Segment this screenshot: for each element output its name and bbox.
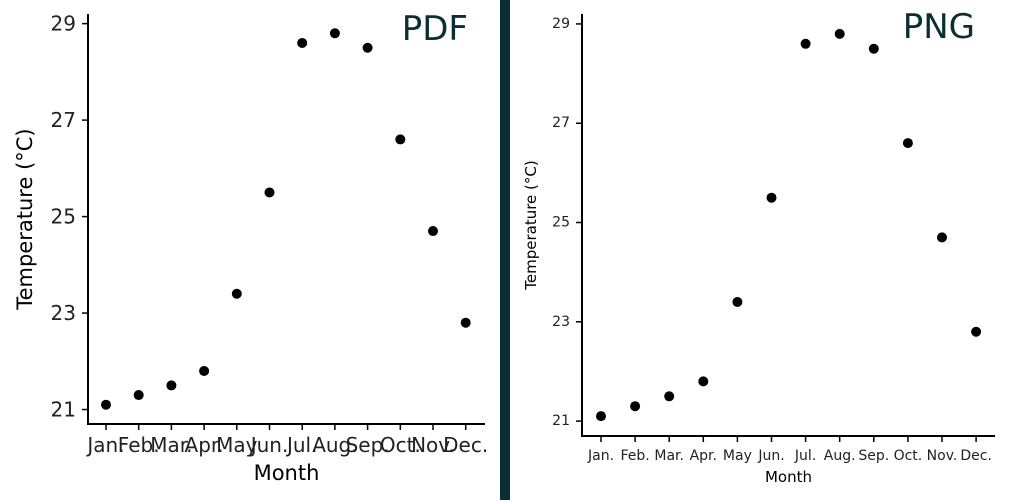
data-point-may [732, 296, 743, 307]
x-tick-label: Dec. [960, 448, 992, 464]
x-tick-label: May [723, 448, 752, 464]
panel-pdf: PDF 21 23 25 27 29 Jan. Feb. Mar. Apr. May Jun. Jul.… [0, 0, 500, 500]
data-point-jul [800, 38, 811, 49]
x-tick-label: Sep. [858, 448, 889, 464]
format-badge: PNG [903, 7, 975, 47]
data-point-may [231, 288, 242, 299]
data-point-dec [460, 317, 471, 328]
data-point-dec [971, 326, 982, 337]
data-point-aug [834, 28, 845, 39]
x-tick-label: Jul. [794, 448, 816, 464]
y-tick-label: 29 [552, 16, 570, 32]
chart-png: PNG 21 23 25 27 29 Jan. Feb. Mar. Apr. May Jun. Jul.… [522, 7, 995, 486]
x-tick-label: Jan. [587, 448, 614, 464]
data-point-feb [630, 401, 641, 412]
y-tick-label: 29 [51, 12, 76, 36]
y-tick-label: 25 [552, 215, 570, 231]
x-tick-label: Oct. [894, 448, 923, 464]
data-point-sep [362, 42, 373, 53]
data-point-jun [766, 192, 777, 203]
data-point-aug [329, 28, 340, 39]
y-tick-label: 23 [51, 301, 76, 325]
data-point-apr [199, 365, 210, 376]
data-point-jun [264, 187, 275, 198]
panel-png: PNG 21 23 25 27 29 Jan. Feb. Mar. Apr. May Jun. Jul.… [510, 0, 1010, 500]
data-point-mar [664, 391, 675, 402]
x-tick-label: Mar. [150, 433, 192, 457]
data-point-nov [428, 226, 438, 237]
x-tick-label: Aug. [312, 433, 357, 457]
x-tick-label: Dec. [443, 433, 488, 457]
x-tick-label: Apr. [185, 433, 224, 457]
x-tick-label: Jan. [85, 433, 124, 457]
x-tick-label: Feb. [620, 448, 649, 464]
y-axis-label: Temperature (°C) [13, 128, 37, 310]
data-point-apr [698, 376, 709, 387]
y-tick-label: 27 [51, 108, 76, 132]
x-tick-label: Oct. [380, 433, 421, 457]
x-tick-label: Sep. [346, 433, 390, 457]
data-point-nov [937, 232, 947, 243]
y-tick-label: 23 [552, 314, 570, 330]
x-tick-label: May [216, 433, 258, 457]
x-tick-label: Nov. [411, 433, 455, 457]
data-point-sep [868, 43, 879, 54]
x-tick-label: Jun. [249, 433, 289, 457]
data-point-mar [166, 380, 177, 391]
data-point-feb [133, 390, 144, 401]
format-badge: PDF [402, 9, 468, 49]
x-tick-label: Jul. [285, 433, 318, 457]
x-tick-label: Apr. [690, 448, 717, 464]
panel-divider [500, 0, 510, 500]
x-tick-label: Mar. [654, 448, 684, 464]
data-point-jan [596, 411, 606, 422]
x-axis-label: Month [765, 468, 812, 486]
y-tick-label: 21 [552, 413, 570, 429]
x-tick-label: Aug. [824, 448, 856, 464]
x-tick-label: Feb. [118, 433, 160, 457]
data-point-oct [395, 134, 406, 145]
y-tick-label: 27 [552, 115, 570, 131]
data-point-oct [902, 138, 913, 149]
chart-pdf: PDF 21 23 25 27 29 Jan.Feb.Mar.Apr.MayJun.Jul.… [13, 9, 488, 485]
x-axis-label: Month [254, 461, 320, 485]
y-axis-label: Temperature (°C) [522, 160, 540, 290]
x-tick-label: Nov. [927, 448, 958, 464]
y-tick-label: 25 [51, 205, 76, 229]
data-point-jul [297, 37, 308, 48]
x-tick-label: Jun. [757, 448, 784, 464]
data-point-jan [101, 399, 111, 410]
y-tick-label: 21 [51, 398, 76, 422]
